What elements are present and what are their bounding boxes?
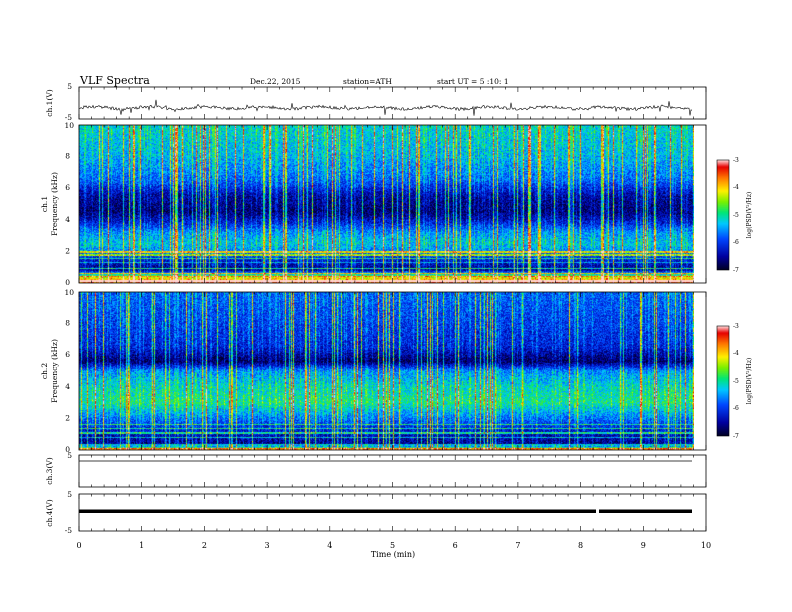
- time-tick-label-3: 3: [265, 541, 270, 550]
- ch1-colorbar: -3 -4 -5 -6 -7 log(PSD(V²/Hz): [716, 157, 753, 274]
- ch2-frequency-tick-labels: 0 2 4 6 8 10: [64, 288, 74, 454]
- time-tick-label-8: 8: [578, 541, 583, 550]
- figure-title: VLF Spectra: [79, 74, 150, 87]
- time-tick-label-0: 0: [76, 541, 81, 550]
- ch1-cbar-tick-7: -7: [733, 267, 739, 274]
- ch2-cbar-tick-3: -3: [733, 323, 739, 330]
- ch1-cbar-tick-5: -5: [733, 212, 739, 219]
- time-tick-label-4: 4: [327, 541, 332, 550]
- ch4-ytick-bottom: -5: [65, 526, 73, 535]
- ch1-waveform-panel: 5 -5 ch.1(V): [45, 82, 707, 122]
- time-tick-label-10: 10: [701, 541, 711, 550]
- time-tick-label-5: 5: [390, 541, 395, 550]
- ch1-colorbar-label: log(PSD(V²/Hz): [746, 192, 753, 239]
- ch2-colorbar-label: log(PSD(V²/Hz): [746, 358, 753, 405]
- ch2-freq-tick-8: 8: [65, 319, 70, 328]
- ch2-colorbar-holder: [717, 326, 729, 436]
- ch1-frequency-axis-label: Frequency (kHz): [50, 172, 59, 236]
- ch1-spectrogram-image-holder: [79, 125, 694, 283]
- ch1-freq-tick-2: 2: [65, 246, 70, 255]
- ch1-ylabel: ch.1(V): [45, 89, 54, 117]
- ch3-waveform-panel: 5 ch.3(V): [45, 451, 707, 488]
- ch1-ytick-bottom: -5: [65, 113, 73, 122]
- ch1-spectrogram-panel: 0 2 4 6 8 10 ch.1 Frequency (kHz): [40, 121, 707, 287]
- ch2-frequency-axis-label: Frequency (kHz): [50, 339, 59, 403]
- ch4-trace-segment-1: [79, 509, 596, 513]
- ch2-freq-tick-2: 2: [65, 413, 70, 422]
- ch1-spectrogram-channel-label: ch.1: [40, 196, 49, 212]
- ch2-cbar-tick-5: -5: [733, 378, 739, 385]
- ch1-colorbar-gradient: [717, 160, 729, 270]
- ch1-cbar-tick-4: -4: [733, 184, 739, 191]
- station-label: station=ATH: [343, 77, 392, 86]
- ch4-waveform-panel: 5 -5 ch.4(V): [45, 490, 707, 535]
- ch2-freq-tick-10: 10: [64, 288, 74, 297]
- ch1-freq-tick-0: 0: [65, 278, 70, 287]
- ch2-spectrogram-image-holder: [79, 292, 694, 450]
- date-label: Dec.22, 2015: [250, 77, 301, 86]
- ch1-ytick-top: 5: [67, 82, 72, 91]
- ch1-spectrogram-heatmap: [79, 125, 694, 283]
- ch3-ylabel: ch.3(V): [45, 457, 54, 485]
- ch2-spectrogram-panel: 0 2 4 6 8 10 ch.2 Frequency (kHz): [40, 288, 707, 454]
- ch2-spectrogram-heatmap: [79, 292, 694, 450]
- ch1-cbar-tick-6: -6: [733, 239, 739, 246]
- ch1-freq-tick-6: 6: [65, 183, 70, 192]
- ch1-cbar-tick-3: -3: [733, 157, 739, 164]
- start-time-label: start UT = 5 :10: 1: [437, 77, 509, 86]
- ch4-ylabel: ch.4(V): [45, 499, 54, 527]
- ch2-cbar-tick-7: -7: [733, 433, 739, 440]
- ch1-freq-tick-4: 4: [65, 215, 70, 224]
- time-axis-label: Time (min): [371, 550, 415, 559]
- ch2-colorbar-frame: [716, 325, 730, 437]
- ch2-colorbar: -3 -4 -5 -6 -7 log(PSD(V²/Hz): [716, 323, 753, 440]
- time-tick-label-2: 2: [202, 541, 207, 550]
- ch2-freq-tick-4: 4: [65, 382, 70, 391]
- ch4-trace-segment-2: [599, 509, 692, 513]
- ch1-waveform-trace: [78, 99, 693, 116]
- ch2-spectrogram-channel-label: ch.2: [40, 363, 49, 379]
- time-tick-label-9: 9: [641, 541, 646, 550]
- ch4-waveform-trace: [79, 509, 692, 513]
- ch1-freq-tick-10: 10: [64, 121, 74, 130]
- ch1-frequency-tick-labels: 0 2 4 6 8 10: [64, 121, 74, 287]
- ch2-freq-tick-6: 6: [65, 350, 70, 359]
- ch2-colorbar-gradient: [717, 326, 729, 436]
- time-axis-tick-labels: 0 1 2 3 4 5 6 7 8 9 10: [76, 541, 711, 550]
- ch2-cbar-tick-6: -6: [733, 405, 739, 412]
- ch1-colorbar-frame: [716, 159, 730, 271]
- ch2-cbar-tick-4: -4: [733, 350, 739, 357]
- ch3-ytick-top: 5: [67, 451, 72, 460]
- ch4-ytick-top: 5: [67, 490, 72, 499]
- time-tick-label-6: 6: [453, 541, 458, 550]
- time-tick-label-7: 7: [515, 541, 520, 550]
- time-tick-label-1: 1: [139, 541, 144, 550]
- ch2-freq-tick-0: 0: [65, 445, 70, 454]
- ch1-colorbar-holder: [717, 160, 729, 270]
- ch1-freq-tick-8: 8: [65, 152, 70, 161]
